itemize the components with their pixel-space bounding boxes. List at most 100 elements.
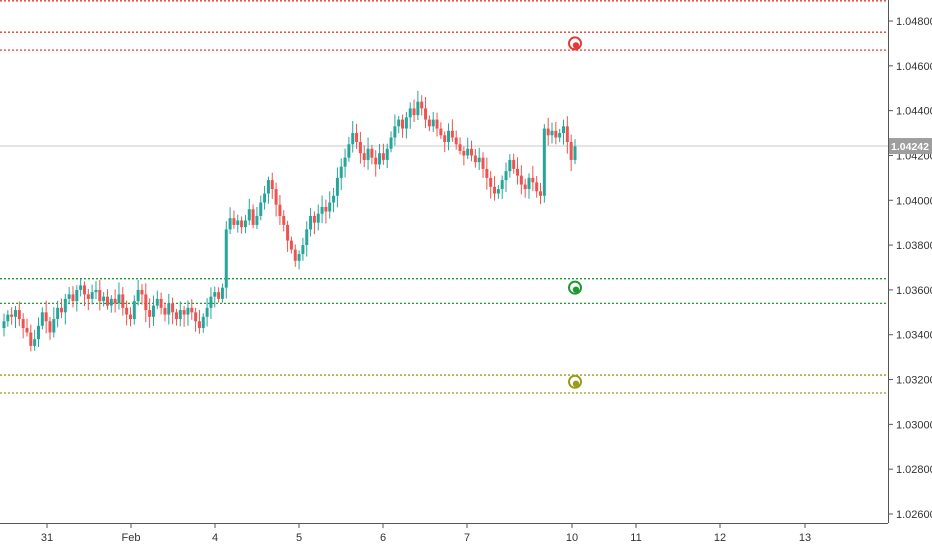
candle-body [63, 298, 67, 313]
candle-body [466, 148, 470, 156]
current-price-badge [889, 138, 932, 155]
time-tick-label: 6 [380, 532, 386, 544]
candle-body [447, 130, 451, 143]
candle-body [397, 119, 401, 127]
candle-body [569, 142, 573, 160]
candle-body [79, 285, 83, 290]
candle-body [113, 298, 117, 304]
candle-body [355, 133, 359, 143]
candle-body [531, 177, 535, 183]
candle-body [301, 245, 305, 255]
candle-body [205, 307, 209, 317]
candle-body [178, 310, 182, 320]
price-tick-label: 1.04800 [896, 16, 932, 28]
candle-body [197, 321, 201, 329]
candle-body [155, 298, 159, 306]
candle-body [94, 289, 98, 293]
candle-body [473, 155, 477, 163]
candle-body [358, 142, 362, 154]
candle-body [125, 307, 129, 315]
candle-body [67, 294, 71, 299]
candle-body [148, 310, 152, 317]
candle-body [128, 314, 132, 320]
candle-body [385, 148, 389, 160]
candle-body [255, 215, 259, 225]
candle-body [332, 195, 336, 203]
candle-body [194, 312, 198, 322]
candle-body [389, 137, 393, 149]
candle-body [159, 298, 163, 308]
candle-body [266, 180, 270, 194]
price-tick-label: 1.04400 [896, 106, 932, 118]
candle-body [243, 220, 247, 228]
candle-body [412, 108, 416, 116]
candle-body [558, 133, 562, 138]
candle-body [56, 307, 60, 320]
candle-body [328, 202, 332, 212]
candle-body [36, 325, 40, 340]
candle-body [565, 126, 569, 143]
candle-body [450, 130, 454, 138]
price-tick-label: 1.04600 [896, 61, 932, 73]
candle-body [236, 220, 240, 225]
candle-body [109, 298, 113, 306]
candle-body [289, 240, 293, 250]
candle-body [554, 130, 558, 138]
candle-body [48, 321, 52, 333]
level-marker-dot [572, 42, 580, 49]
candles [2, 90, 577, 352]
candle-body [427, 119, 431, 127]
candle-body [504, 171, 508, 181]
candle-body [144, 294, 148, 311]
candle-body [312, 215, 316, 223]
current-price-label: 1.04242 [891, 141, 929, 153]
price-axis[interactable]: 1.048001.046001.044001.042001.040001.038… [888, 0, 932, 523]
candle-body [21, 319, 25, 329]
candle-body [347, 144, 351, 158]
candle-body [378, 153, 382, 165]
candle-body [493, 186, 497, 194]
candle-body [489, 177, 493, 187]
candle-body [512, 159, 516, 169]
candle-body [102, 296, 106, 302]
price-tick-label: 1.03000 [896, 419, 932, 431]
candle-body [316, 213, 320, 223]
candle-body [573, 146, 577, 160]
price-tick-label: 1.04000 [896, 195, 932, 207]
candle-body [527, 177, 531, 190]
candle-body [186, 307, 190, 315]
candle-body [523, 184, 527, 190]
candle-body [90, 292, 94, 299]
candle-body [366, 148, 370, 160]
candle-body [542, 128, 546, 196]
candle-body [408, 108, 412, 118]
candle-body [167, 303, 171, 315]
candle-body [470, 148, 474, 156]
candle-body [439, 128, 443, 136]
candle-body [550, 130, 554, 136]
time-tick-label: 12 [714, 532, 726, 544]
candle-body [381, 153, 385, 160]
candle-body [44, 312, 48, 322]
price-tick-label: 1.02800 [896, 464, 932, 476]
candle-body [121, 294, 125, 308]
time-tick-label: 4 [212, 532, 218, 544]
candle-body [458, 144, 462, 151]
candle-body [309, 215, 313, 230]
candle-body [75, 289, 79, 302]
candle-body [17, 310, 21, 320]
time-axis[interactable]: 31 Feb 4 5 6 7 10 11 12 13 [0, 523, 888, 544]
candle-body [132, 301, 136, 320]
candle-body [29, 332, 33, 346]
candle-body [247, 209, 251, 221]
candle-body [286, 224, 290, 241]
candle-body [259, 202, 263, 216]
candle-body [374, 157, 378, 165]
candle-body [370, 148, 374, 158]
candle-body [6, 314, 10, 322]
price-tick-label: 1.03800 [896, 240, 932, 252]
candle-body [362, 153, 366, 160]
time-tick-label: 7 [464, 532, 470, 544]
